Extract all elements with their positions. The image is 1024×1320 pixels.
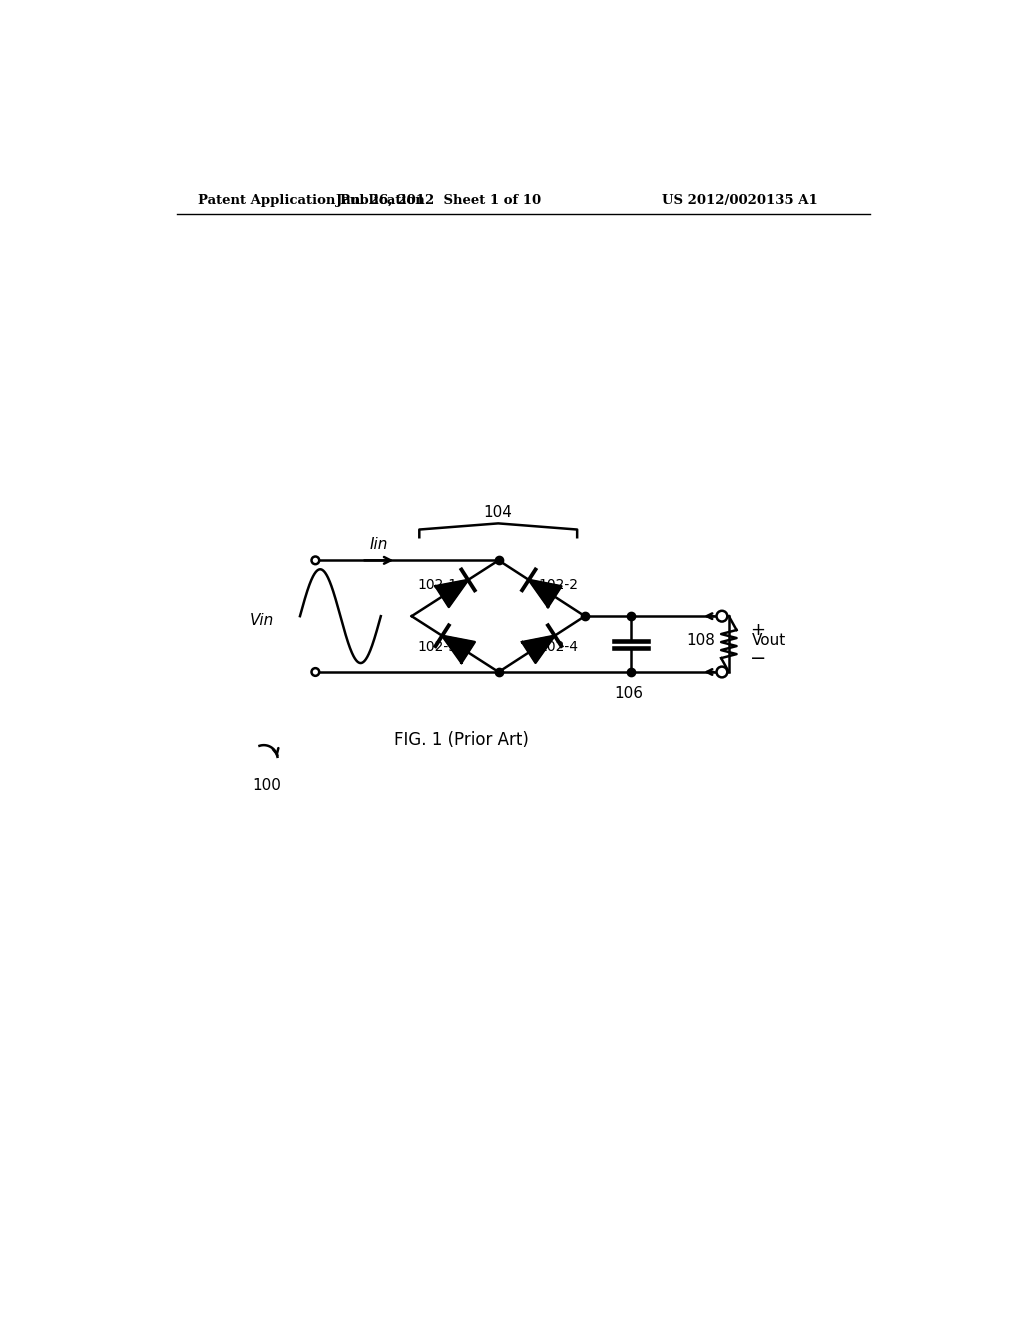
Text: 102-2: 102-2 <box>539 578 579 593</box>
Text: 102-1: 102-1 <box>418 578 458 593</box>
Polygon shape <box>528 579 561 607</box>
Text: 108: 108 <box>686 632 715 648</box>
Circle shape <box>717 667 727 677</box>
Text: Patent Application Publication: Patent Application Publication <box>199 194 425 207</box>
Circle shape <box>311 557 319 564</box>
Text: 102-3: 102-3 <box>418 640 458 653</box>
Text: US 2012/0020135 A1: US 2012/0020135 A1 <box>662 194 817 207</box>
Text: −: − <box>751 648 767 668</box>
Text: 100: 100 <box>252 779 282 793</box>
Text: Jan. 26, 2012  Sheet 1 of 10: Jan. 26, 2012 Sheet 1 of 10 <box>336 194 541 207</box>
Text: 102-4: 102-4 <box>539 640 579 653</box>
Text: Vout: Vout <box>752 632 786 648</box>
Polygon shape <box>522 636 555 663</box>
Circle shape <box>717 611 727 622</box>
Polygon shape <box>435 579 468 607</box>
Text: +: + <box>751 620 765 639</box>
Text: FIG. 1 (Prior Art): FIG. 1 (Prior Art) <box>394 731 529 748</box>
Polygon shape <box>442 636 475 663</box>
Text: 104: 104 <box>483 506 513 520</box>
Circle shape <box>311 668 319 676</box>
Text: Vin: Vin <box>250 612 273 627</box>
Text: Iin: Iin <box>370 537 388 553</box>
Text: 106: 106 <box>614 686 643 701</box>
